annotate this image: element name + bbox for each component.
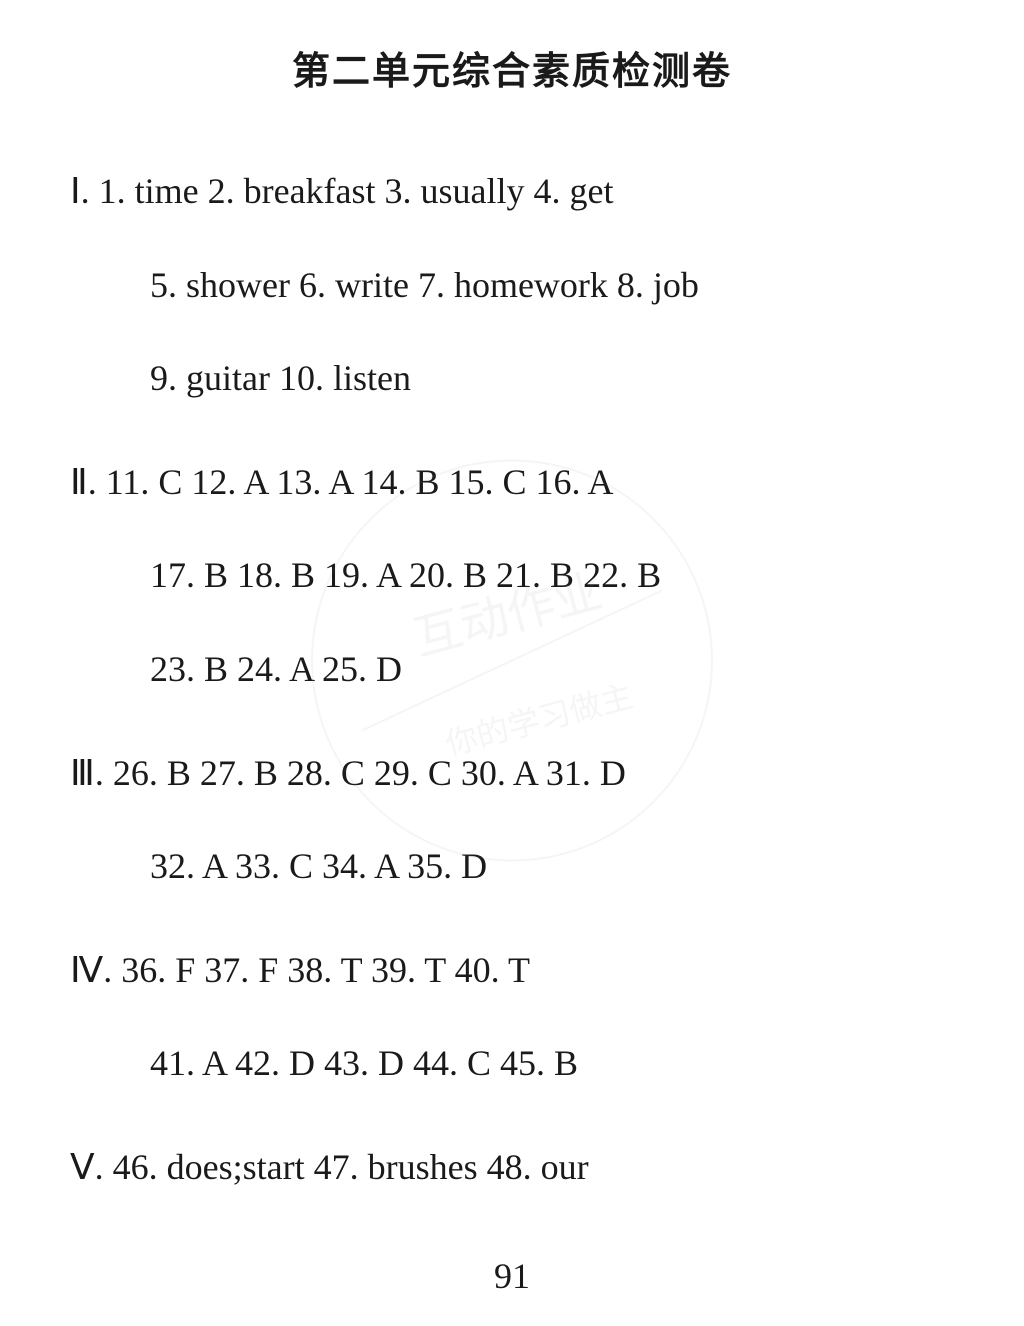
- answer-line: Ⅱ. 11. C 12. A 13. A 14. B 15. C 16. A: [70, 436, 954, 530]
- answer-line: 9. guitar 10. listen: [70, 332, 954, 426]
- answer-line: Ⅳ. 36. F 37. F 38. T 39. T 40. T: [70, 924, 954, 1018]
- answer-line: Ⅰ. 1. time 2. breakfast 3. usually 4. ge…: [70, 145, 954, 239]
- answer-line: 17. B 18. B 19. A 20. B 21. B 22. B: [70, 529, 954, 623]
- page-title: 第二单元综合素质检测卷: [70, 40, 954, 95]
- answer-line: 32. A 33. C 34. A 35. D: [70, 820, 954, 914]
- answer-line: Ⅴ. 46. does;start 47. brushes 48. our: [70, 1121, 954, 1215]
- section-1: Ⅰ. 1. time 2. breakfast 3. usually 4. ge…: [70, 145, 954, 426]
- section-2: Ⅱ. 11. C 12. A 13. A 14. B 15. C 16. A 1…: [70, 436, 954, 717]
- section-4: Ⅳ. 36. F 37. F 38. T 39. T 40. T 41. A 4…: [70, 924, 954, 1111]
- answer-line: 5. shower 6. write 7. homework 8. job: [70, 239, 954, 333]
- answer-line: Ⅲ. 26. B 27. B 28. C 29. C 30. A 31. D: [70, 727, 954, 821]
- answer-line: 23. B 24. A 25. D: [70, 623, 954, 717]
- section-3: Ⅲ. 26. B 27. B 28. C 29. C 30. A 31. D 3…: [70, 727, 954, 914]
- section-5: Ⅴ. 46. does;start 47. brushes 48. our: [70, 1121, 954, 1215]
- answer-line: 41. A 42. D 43. D 44. C 45. B: [70, 1017, 954, 1111]
- page-number: 91: [70, 1255, 954, 1297]
